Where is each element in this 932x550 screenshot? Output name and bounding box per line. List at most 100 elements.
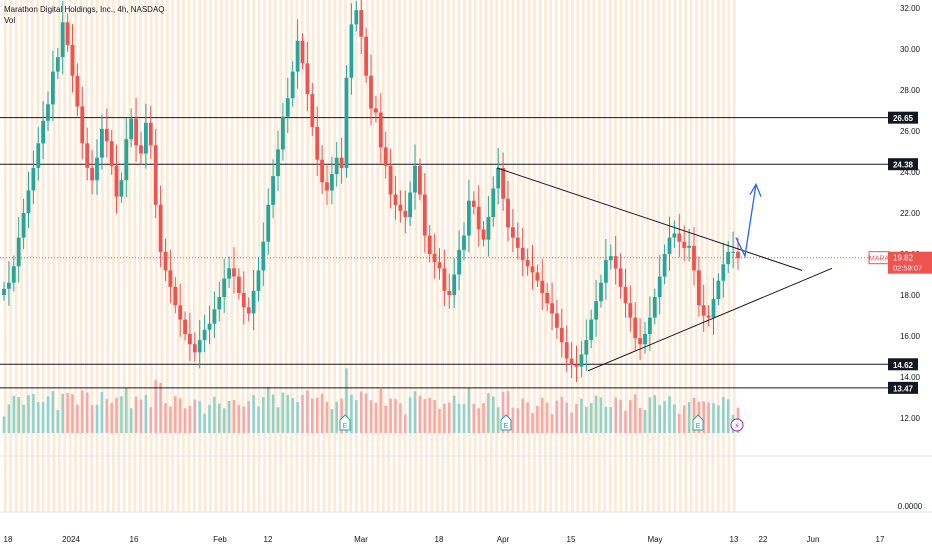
- candle-body: [320, 159, 324, 183]
- session-stripe: [117, 0, 120, 512]
- candle-body: [579, 354, 584, 367]
- session-stripe: [511, 0, 515, 512]
- volume-bar: [291, 398, 294, 433]
- chart-title: Marathon Digital Holdings, Inc., 4h, NAS…: [4, 5, 165, 14]
- volume-bar: [443, 403, 446, 433]
- session-stripe: [311, 0, 315, 512]
- volume-bar: [448, 402, 451, 433]
- volume-bar: [555, 400, 559, 433]
- y-tick-label: 18.00: [900, 291, 921, 300]
- candle-body: [374, 108, 378, 113]
- earnings-marker-label: E: [696, 423, 701, 430]
- candle-body: [462, 235, 466, 250]
- session-stripe: [641, 0, 644, 512]
- volume-bar: [526, 402, 529, 433]
- volume-bar: [174, 396, 177, 433]
- candle-body: [80, 106, 85, 144]
- candle-body: [168, 270, 173, 287]
- candle-body: [457, 249, 461, 275]
- x-tick-label: 22: [759, 535, 768, 544]
- projection-arrow-head: [749, 182, 762, 197]
- session-stripe: [409, 0, 412, 512]
- candle-body: [413, 165, 417, 193]
- volume-bar: [51, 391, 55, 433]
- candle-body: [721, 264, 726, 281]
- session-stripe: [446, 0, 450, 512]
- y-tick-label: 0.0000: [898, 502, 923, 511]
- session-stripe: [317, 0, 320, 512]
- volume-bar: [663, 401, 666, 433]
- session-stripe: [533, 0, 536, 512]
- session-stripe: [333, 0, 336, 512]
- volume-bar: [227, 400, 231, 433]
- candle-body: [261, 241, 266, 271]
- session-stripe: [252, 0, 255, 512]
- session-stripe: [209, 0, 212, 512]
- volume-bar: [208, 404, 211, 433]
- session-stripe: [214, 0, 218, 512]
- candle-body: [197, 340, 202, 353]
- session-stripe: [322, 0, 326, 512]
- x-tick-label: Mar: [354, 535, 368, 544]
- session-stripe: [392, 0, 396, 512]
- volume-bar: [105, 398, 109, 433]
- candle-body: [144, 122, 148, 154]
- session-stripe: [419, 0, 423, 512]
- volume-bar: [501, 391, 505, 433]
- candle-body: [178, 305, 183, 320]
- level-label-bg: [888, 381, 918, 394]
- candle-body: [608, 256, 613, 261]
- session-stripe: [85, 0, 88, 512]
- y-tick-label: 16.00: [900, 332, 921, 341]
- volume-bar: [120, 396, 123, 433]
- session-stripe: [338, 0, 342, 512]
- background-layer: [0, 0, 932, 513]
- volume-bar: [198, 401, 201, 433]
- candle-body: [315, 126, 320, 160]
- earnings-marker-label: E: [343, 423, 348, 430]
- volume-bar: [56, 410, 60, 433]
- candle-body: [227, 268, 231, 279]
- session-stripe: [635, 0, 639, 512]
- candle-body: [11, 266, 16, 283]
- volume-bar: [7, 404, 11, 433]
- session-stripe: [160, 0, 164, 512]
- y-tick-label: 30.00: [900, 45, 921, 54]
- candle-body: [501, 167, 505, 199]
- volume-bar: [653, 395, 657, 433]
- volume-bar: [726, 399, 730, 433]
- candle-body: [422, 194, 427, 236]
- candle-body: [256, 270, 261, 291]
- candle-body: [476, 206, 481, 230]
- session-stripe: [290, 0, 293, 512]
- volume-bar: [521, 398, 524, 433]
- candle-body: [403, 210, 408, 218]
- volume-bar: [271, 394, 275, 433]
- symbol-tag: MARA: [869, 256, 890, 263]
- x-tick-label: 17: [876, 535, 885, 544]
- candle-body: [2, 288, 6, 295]
- candle-body: [290, 71, 295, 99]
- candle-body: [31, 167, 36, 191]
- session-stripe: [630, 0, 633, 512]
- session-stripe: [495, 0, 498, 512]
- session-stripe: [538, 0, 542, 512]
- session-stripe: [58, 0, 61, 512]
- candle-body: [202, 329, 207, 341]
- volume-bar: [159, 382, 162, 433]
- volume-label: Vol: [4, 16, 16, 25]
- candle-body: [276, 149, 280, 177]
- y-tick-label: 22.00: [900, 209, 921, 218]
- x-tick-label: 13: [730, 535, 739, 544]
- volume-bar: [585, 406, 588, 433]
- volume-bar: [154, 379, 157, 433]
- candle-body: [706, 315, 711, 318]
- volume-bar: [492, 396, 495, 433]
- session-stripe: [360, 0, 363, 512]
- candle-body: [344, 77, 349, 168]
- volume-bar: [134, 396, 138, 433]
- volume-bar: [276, 407, 280, 433]
- session-stripe: [565, 0, 569, 512]
- volume-bar: [418, 395, 422, 433]
